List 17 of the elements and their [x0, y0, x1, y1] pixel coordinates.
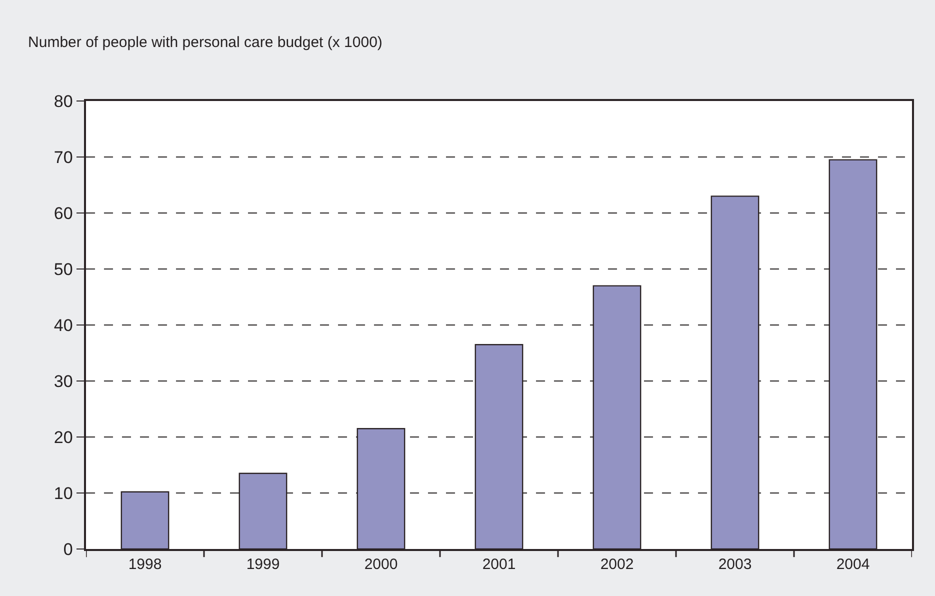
x-tick-label: 2002 — [600, 556, 634, 573]
x-tick-label: 2001 — [482, 556, 516, 573]
y-tick-label: 70 — [54, 148, 73, 167]
x-tick-label: 2003 — [718, 556, 752, 573]
y-tick-label: 50 — [54, 260, 73, 279]
y-tick-label: 80 — [54, 92, 73, 111]
y-tick-label: 60 — [54, 204, 73, 223]
y-tick-label: 20 — [54, 428, 73, 447]
y-tick-label: 10 — [54, 484, 73, 503]
y-tick-label: 40 — [54, 316, 73, 335]
y-tick-label: 0 — [63, 540, 73, 559]
x-tick-label: 2004 — [836, 556, 870, 573]
x-tick-label: 1999 — [246, 556, 280, 573]
y-tick-label: 30 — [54, 372, 73, 391]
x-tick-label: 2000 — [364, 556, 398, 573]
x-tick-label: 1998 — [128, 556, 162, 573]
chart-title: Number of people with personal care budget (x 1000) — [28, 34, 382, 51]
